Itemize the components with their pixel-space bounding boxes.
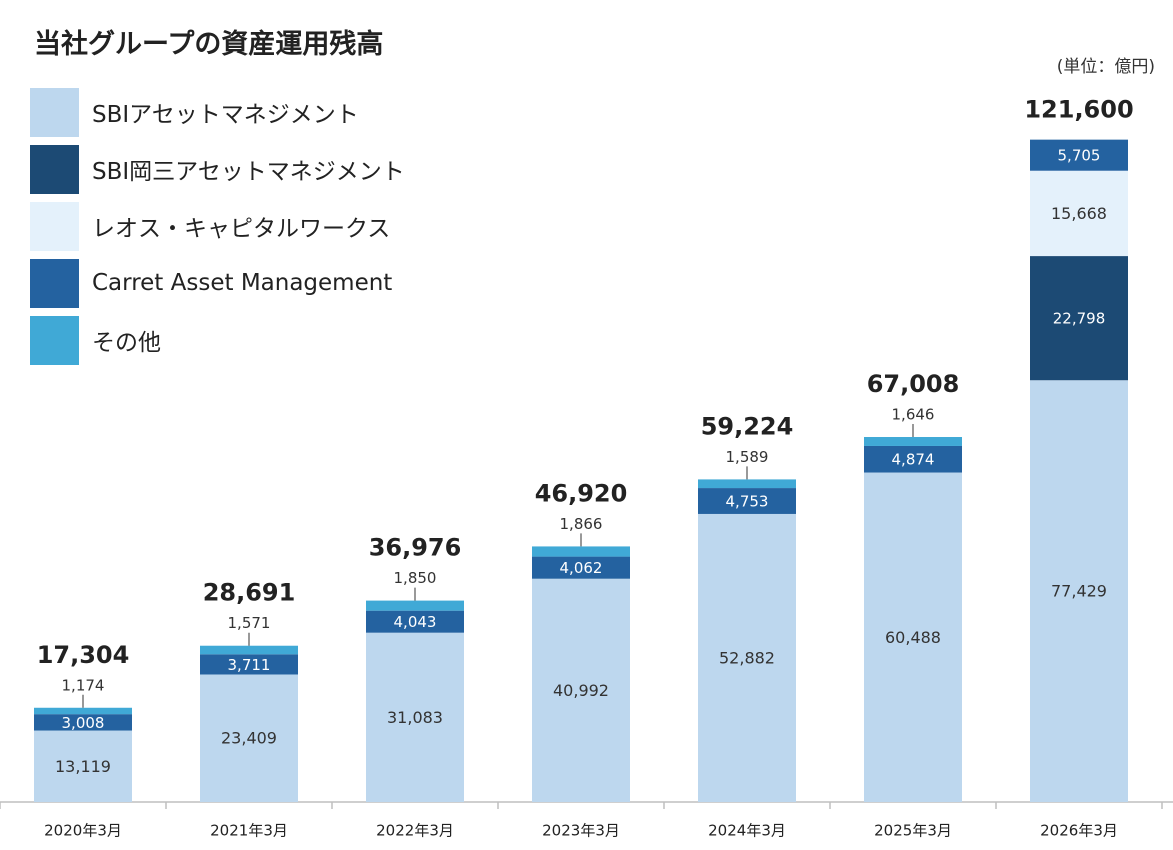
x-tick-label: 2022年3月 xyxy=(376,822,454,840)
bar-segment xyxy=(864,445,962,473)
data-label: 31,083 xyxy=(387,708,443,727)
total-label: 17,304 xyxy=(37,641,130,669)
legend-label: レオス・キャピタルワークス xyxy=(92,216,391,242)
legend-swatch xyxy=(30,144,79,194)
legend-swatch xyxy=(30,315,79,365)
data-label: 3,008 xyxy=(62,714,105,732)
x-tick-label: 2020年3月 xyxy=(44,822,122,840)
data-label: 3,711 xyxy=(228,656,271,674)
data-label: 1,571 xyxy=(228,614,271,632)
x-tick-label: 2025年3月 xyxy=(874,822,952,840)
bar-segment xyxy=(200,674,298,802)
unit-label: (単位：億円) xyxy=(1056,57,1155,77)
chart-title: 当社グループの資産運用残高 xyxy=(34,29,384,60)
legend-label: SBIアセットマネジメント xyxy=(92,102,359,128)
data-label: 1,646 xyxy=(892,406,935,424)
total-label: 28,691 xyxy=(203,579,296,607)
bar-segment xyxy=(1030,380,1128,802)
data-label: 40,992 xyxy=(553,681,609,700)
total-label: 59,224 xyxy=(701,412,794,440)
legend-swatch xyxy=(30,258,79,308)
data-label: 1,866 xyxy=(560,515,603,533)
bar-segment xyxy=(532,556,630,579)
bar-segment xyxy=(532,578,630,802)
x-tick-label: 2021年3月 xyxy=(210,822,288,840)
bar-segment xyxy=(366,600,464,611)
legend-item-rheos: レオス・キャピタルワークス xyxy=(30,201,405,251)
data-label: 4,043 xyxy=(394,613,437,631)
data-label: 60,488 xyxy=(885,628,941,647)
bar-segment xyxy=(366,610,464,633)
data-label: 15,668 xyxy=(1051,204,1107,223)
x-tick-label: 2024年3月 xyxy=(708,822,786,840)
bar-segment xyxy=(864,437,962,446)
data-label: 77,429 xyxy=(1051,582,1107,601)
bar-segment xyxy=(34,707,132,715)
bar-segment xyxy=(698,479,796,489)
legend-item-sbi-okasan: SBI岡三アセットマネジメント xyxy=(30,144,405,194)
legend-swatch xyxy=(30,201,79,251)
bar-segment xyxy=(34,730,132,802)
bar-segment xyxy=(698,488,796,514)
total-label: 121,600 xyxy=(1024,96,1133,124)
bar-segment xyxy=(532,546,630,557)
total-label: 36,976 xyxy=(369,534,462,562)
total-label: 46,920 xyxy=(535,479,628,507)
legend-swatch xyxy=(30,87,79,137)
data-label: 4,874 xyxy=(892,451,935,469)
bar-segment xyxy=(34,714,132,731)
legend-item-other: その他 xyxy=(30,315,405,365)
bar-segment xyxy=(366,632,464,802)
legend-item-carret: Carret Asset Management xyxy=(30,258,405,308)
bar-segment xyxy=(1030,170,1128,257)
x-tick-label: 2026年3月 xyxy=(1040,822,1118,840)
bar-segment xyxy=(200,645,298,655)
legend-item-sbi-am: SBIアセットマネジメント xyxy=(30,87,405,137)
bar-segment xyxy=(1030,139,1128,171)
data-label: 23,409 xyxy=(221,729,277,748)
data-label: 1,174 xyxy=(62,676,105,694)
bar-segment xyxy=(698,513,796,802)
bar-segment xyxy=(864,472,962,802)
data-label: 13,119 xyxy=(55,757,111,776)
data-label: 1,589 xyxy=(726,448,769,466)
data-label: 1,850 xyxy=(394,569,437,587)
data-label: 22,798 xyxy=(1053,310,1106,328)
data-label: 5,705 xyxy=(1058,147,1101,165)
data-label: 52,882 xyxy=(719,648,775,667)
x-tick-label: 2023年3月 xyxy=(542,822,620,840)
total-label: 67,008 xyxy=(867,370,960,398)
bar-segment xyxy=(1030,256,1128,381)
data-label: 4,753 xyxy=(726,493,769,511)
legend-label: Carret Asset Management xyxy=(92,270,393,296)
legend-label: その他 xyxy=(92,330,161,356)
legend-label: SBI岡三アセットマネジメント xyxy=(92,159,405,185)
legend: SBIアセットマネジメント SBI岡三アセットマネジメント レオス・キャピタルワ… xyxy=(30,87,405,372)
data-label: 4,062 xyxy=(560,559,603,577)
bar-segment xyxy=(200,654,298,675)
